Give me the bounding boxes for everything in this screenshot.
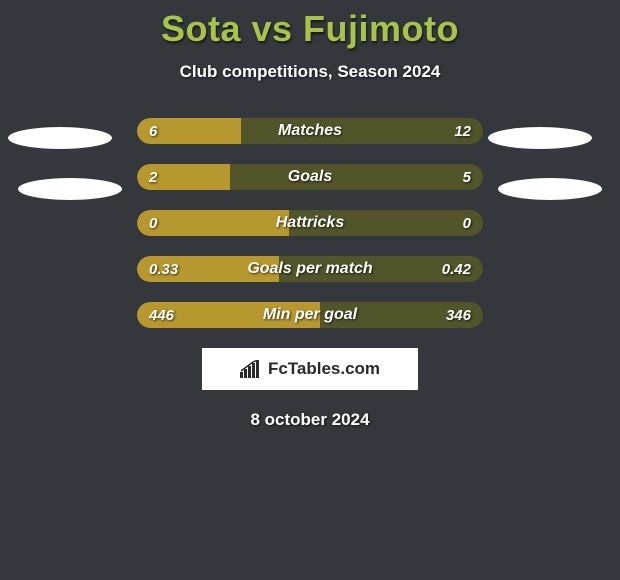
date-line: 8 october 2024 (0, 410, 620, 430)
stat-bar-right (289, 210, 483, 236)
stat-row: 0.330.42Goals per match (137, 256, 483, 282)
stat-bar-right (279, 256, 483, 282)
right-avatar-1 (488, 127, 592, 149)
right-avatar-2 (498, 178, 602, 200)
stat-bar-left (137, 118, 241, 144)
stat-bar-right (241, 118, 483, 144)
left-avatar-2 (18, 178, 122, 200)
stats-area: 612Matches 25Goals 00Hattricks 0.330.42Goal… (0, 118, 620, 430)
stat-bar-left (137, 256, 279, 282)
stat-row: 612Matches (137, 118, 483, 144)
stat-bar-right (320, 302, 483, 328)
stat-bar-right (230, 164, 483, 190)
subtitle: Club competitions, Season 2024 (0, 62, 620, 82)
stat-bar-left (137, 164, 230, 190)
bars-container: 612Matches 25Goals 00Hattricks 0.330.42Goal… (0, 118, 620, 328)
stat-row: 25Goals (137, 164, 483, 190)
stat-bar-left (137, 302, 320, 328)
brand-text: FcTables.com (268, 359, 380, 379)
page-title: Sota vs Fujimoto (0, 0, 620, 50)
stat-row: 00Hattricks (137, 210, 483, 236)
stat-row: 446346Min per goal (137, 302, 483, 328)
brand-box: FcTables.com (202, 348, 418, 390)
stat-bar-left (137, 210, 289, 236)
bar-chart-icon (240, 360, 262, 378)
left-avatar-1 (8, 127, 112, 149)
